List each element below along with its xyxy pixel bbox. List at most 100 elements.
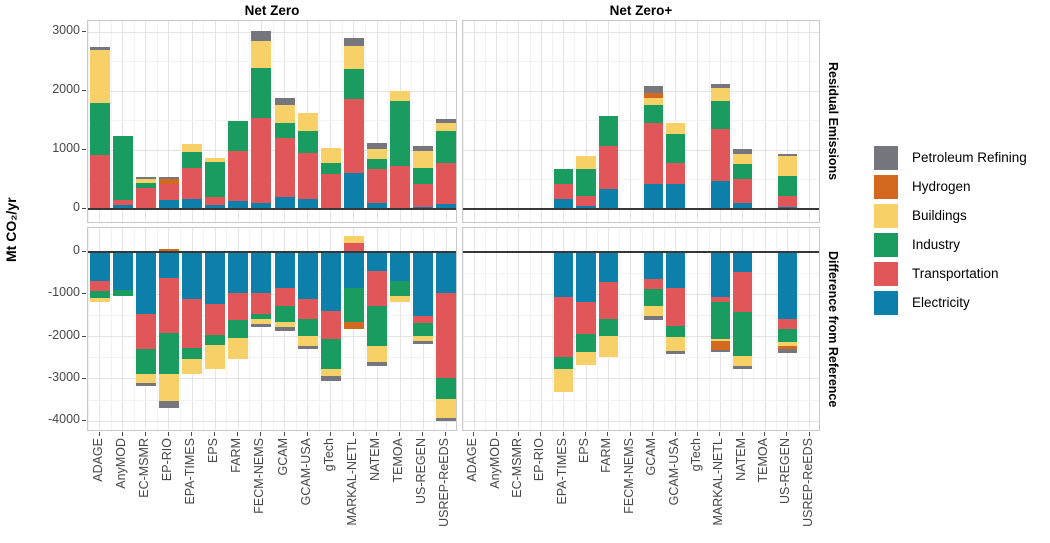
bar-segment-buildings (274, 105, 295, 123)
gridline-vertical-minor (203, 21, 205, 222)
gridline-vertical-minor (619, 21, 621, 222)
gridline-major (463, 420, 819, 422)
bar-segment-buildings (89, 50, 110, 104)
x-category-label-adage: ADAGE (465, 438, 480, 482)
x-tick-mark (98, 432, 100, 436)
gridline-vertical (697, 228, 699, 430)
x-category-label-adage: ADAGE (90, 438, 105, 482)
bar-segment-electricity (89, 252, 110, 281)
x-category-label-natem: NATEM (368, 438, 383, 481)
bar-segment-petroleum-refining (733, 148, 753, 155)
bar-segment-buildings (343, 45, 364, 69)
x-category-label-gtech: gTech (321, 438, 336, 472)
bar-segment-industry (576, 168, 596, 196)
bar-segment-electricity (182, 252, 203, 299)
bar-segment-petroleum-refining (251, 323, 272, 328)
bar-segment-electricity (554, 252, 574, 298)
x-category-label-natem: NATEM (733, 438, 748, 481)
x-category-label-ep-rio: EP-RIO (532, 438, 547, 482)
bar-segment-transportation (710, 297, 730, 302)
gridline-vertical (786, 21, 788, 222)
x-tick-mark (473, 432, 475, 436)
gridline-vertical-minor (318, 228, 320, 430)
gridline-minor (88, 357, 456, 359)
bar-segment-electricity (205, 204, 226, 209)
bar-segment-transportation (665, 288, 686, 326)
gridline-minor (88, 272, 456, 274)
gridline-vertical-minor (133, 228, 135, 430)
y-tick-mark (82, 149, 86, 150)
bar-segment-electricity (576, 252, 596, 303)
x-tick-mark (808, 432, 810, 436)
y-tick-label: -2000 (48, 327, 80, 342)
gridline-vertical-minor (731, 21, 732, 222)
x-tick-mark (237, 432, 239, 436)
x-category-label-gtech: gTech (688, 438, 703, 472)
bar-segment-buildings (251, 319, 272, 324)
bar-segment-industry (112, 289, 133, 296)
gridline-major (88, 420, 456, 422)
gridline-minor (88, 179, 456, 180)
bar-segment-transportation (643, 122, 663, 185)
bar-segment-hydrogen (710, 341, 730, 350)
bar-segment-industry (182, 348, 203, 359)
bar-segment-electricity (554, 198, 574, 209)
gridline-vertical-minor (365, 228, 366, 430)
legend: Petroleum Refining Hydrogen Buildings In… (874, 143, 1027, 317)
bar-segment-buildings (598, 335, 619, 358)
gridline-vertical-minor (529, 228, 531, 430)
x-category-label-farm: FARM (229, 438, 244, 473)
electricity-swatch (874, 290, 898, 315)
bar-segment-industry (598, 319, 619, 336)
bar-segment-industry (274, 122, 295, 138)
bar-segment-buildings (436, 399, 456, 418)
bar-segment-buildings (343, 235, 364, 244)
x-tick-mark (764, 432, 766, 436)
gridline-vertical (652, 228, 654, 430)
bar-segment-electricity (777, 252, 798, 320)
bar-segment-buildings (135, 374, 156, 383)
gridline-minor (463, 314, 819, 316)
gridline-vertical-minor (295, 21, 297, 222)
y-tick-label: -3000 (48, 369, 80, 384)
bar-segment-industry (89, 103, 110, 156)
gridline-vertical (122, 21, 124, 222)
gridline-vertical (168, 21, 170, 222)
x-category-label-eps: EPS (206, 438, 221, 464)
gridline-minor (88, 314, 456, 316)
bar-segment-industry (413, 167, 434, 185)
bar-segment-transportation (733, 178, 753, 204)
bar-segment-buildings (436, 122, 456, 132)
gridline-vertical-minor (249, 228, 251, 430)
bar-segment-petroleum-refining (413, 145, 434, 151)
gridline-vertical (630, 228, 632, 430)
gridline-vertical-minor (619, 228, 621, 430)
bar-segment-electricity (158, 200, 179, 209)
bar-segment-transportation (576, 302, 596, 335)
y-tick-label: -4000 (48, 412, 80, 427)
gridline-vertical-minor (365, 21, 366, 222)
bar-segment-transportation (274, 287, 295, 307)
bar-segment-industry (710, 101, 730, 129)
x-tick-mark (422, 432, 424, 436)
gridline-vertical-minor (663, 21, 665, 222)
bar-segment-electricity (733, 252, 753, 272)
gridline-vertical (496, 21, 498, 222)
bar-segment-buildings (733, 355, 753, 366)
bar-segment-petroleum-refining (367, 362, 388, 367)
hydrogen-swatch (874, 174, 898, 199)
x-tick-mark (260, 432, 262, 436)
x-category-label-ec-msmr: EC-MSMR (509, 438, 524, 498)
bar-segment-transportation (367, 271, 388, 307)
gridline-vertical-minor (686, 228, 688, 430)
gridline-vertical (518, 21, 520, 222)
x-category-label-ec-msmr: EC-MSMR (136, 438, 151, 498)
facet-strip-residual-emissions: Residual Emissions (826, 62, 840, 181)
bar-segment-electricity (228, 252, 249, 293)
bar-segment-transportation (436, 162, 456, 204)
x-category-label-anymod: AnyMOD (113, 438, 128, 489)
gridline-major (463, 31, 819, 33)
gridline-vertical (473, 228, 475, 430)
x-category-label-usrep-reeds: USREP-ReEDS (437, 438, 452, 527)
gridline-minor (463, 272, 819, 274)
